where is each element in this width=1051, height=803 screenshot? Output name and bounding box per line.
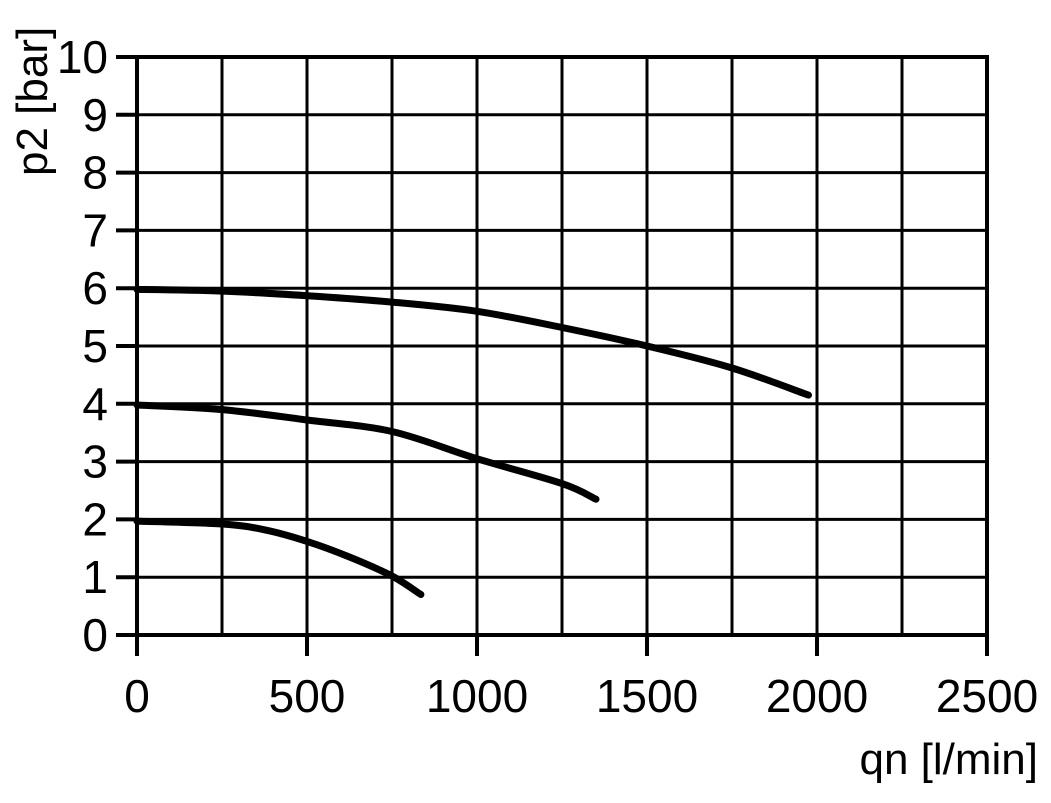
x-axis-title: qn [l/min] — [859, 735, 1038, 784]
curve-p2-6bar — [133, 285, 812, 399]
y-axis-tick-label: 7 — [82, 204, 108, 256]
y-axis-tick-label: 6 — [82, 262, 108, 314]
curve-p2-4bar — [133, 401, 600, 503]
x-axis-tick-label: 1000 — [426, 670, 528, 722]
y-axis-tick-label: 9 — [82, 89, 108, 141]
y-axis-tick-label: 8 — [82, 147, 108, 199]
x-axis-tick-label: 500 — [269, 670, 346, 722]
y-axis-tick-label: 5 — [82, 320, 108, 372]
y-axis-tick-label: 2 — [82, 493, 108, 545]
curve-p2-2bar — [133, 517, 425, 598]
y-axis-tick-label: 4 — [82, 378, 108, 430]
x-axis-tick-label: 0 — [124, 670, 150, 722]
y-axis-tick-label: 1 — [82, 551, 108, 603]
y-axis-tick-label: 10 — [57, 31, 108, 83]
y-axis-tick-label: 0 — [82, 609, 108, 661]
y-axis-tick-label: 3 — [82, 436, 108, 488]
x-axis-tick-label: 1500 — [596, 670, 698, 722]
x-axis-tick-label: 2000 — [766, 670, 868, 722]
x-axis-tick-label: 2500 — [936, 670, 1038, 722]
y-axis-title: p2 [bar] — [8, 27, 57, 176]
